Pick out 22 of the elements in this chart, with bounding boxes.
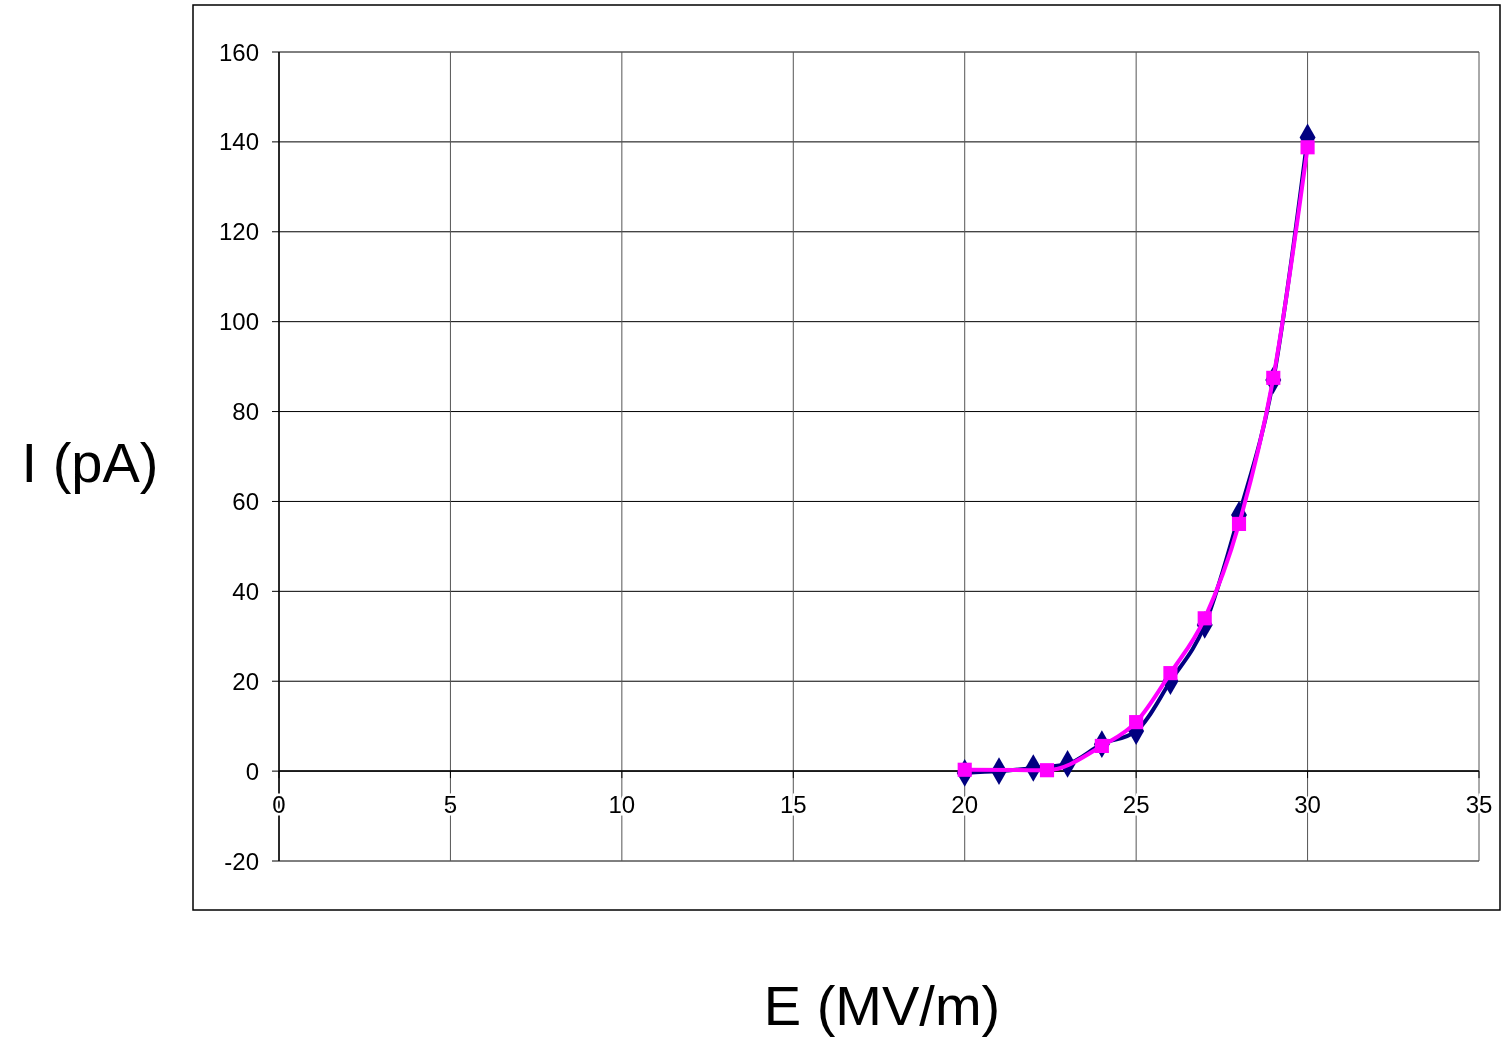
x-tick-label: 20 bbox=[951, 791, 979, 819]
y-axis-title: I (pA) bbox=[21, 430, 159, 494]
y-tick-label: 100 bbox=[218, 308, 259, 336]
y-tick-label: 40 bbox=[232, 577, 259, 605]
x-tick-label: 10 bbox=[608, 791, 636, 819]
y-tick-label: 0 bbox=[245, 757, 259, 785]
point bbox=[1231, 516, 1247, 531]
y-tick-label: 140 bbox=[218, 128, 259, 156]
point bbox=[1163, 666, 1178, 681]
x-tick-label: 15 bbox=[779, 791, 807, 819]
y-tick-label: 20 bbox=[232, 667, 259, 695]
y-tick-label: 80 bbox=[232, 398, 259, 426]
y-tick-label: 160 bbox=[218, 38, 259, 66]
x-tick-label: 35 bbox=[1465, 791, 1493, 819]
x-axis-title: E (MV/m) bbox=[763, 973, 1001, 1037]
y-tick-label: -20 bbox=[224, 847, 259, 875]
point bbox=[1039, 763, 1055, 778]
y-tick-label: 60 bbox=[232, 487, 259, 515]
x-tick-label: 25 bbox=[1122, 791, 1150, 819]
y-tick-label: 120 bbox=[218, 218, 259, 246]
point bbox=[1129, 715, 1144, 730]
point bbox=[1300, 140, 1315, 155]
